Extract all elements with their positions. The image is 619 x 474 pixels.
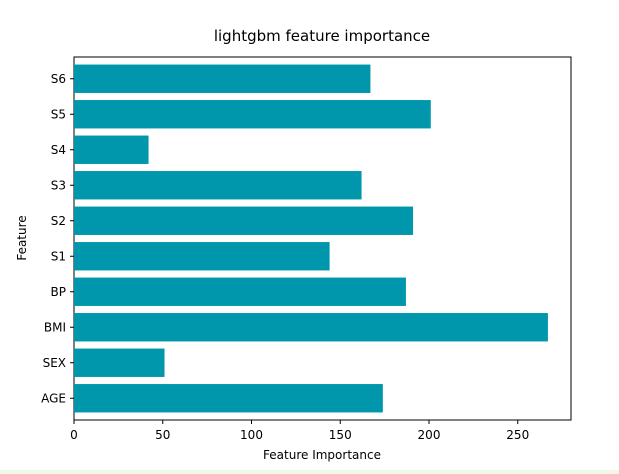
bar-age: [74, 384, 383, 413]
y-tick-label-bmi: BMI: [44, 320, 66, 334]
window-bottom-strip: [0, 470, 619, 474]
x-ticks-group: 0 50 100 150 200 250: [70, 420, 529, 442]
y-tick-label-s3: S3: [51, 178, 66, 192]
y-tick-label-s2: S2: [51, 214, 66, 228]
bar-bmi: [74, 313, 548, 342]
y-tick-label-s4: S4: [51, 143, 66, 157]
bar-bp: [74, 277, 406, 306]
bar-s4: [74, 135, 149, 164]
y-tick-label-s5: S5: [51, 107, 66, 121]
bar-s2: [74, 206, 414, 235]
bar-s1: [74, 242, 330, 271]
y-tick-label-s1: S1: [51, 249, 66, 263]
plot-frame: [73, 56, 572, 421]
y-tick-label-s6: S6: [51, 72, 66, 86]
chart-title: lightgbm feature importance: [214, 27, 430, 45]
x-tick-label-200: 200: [418, 428, 441, 442]
y-ticks-group: AGE SEX BMI BP S1 S2 S3 S4 S5 S6: [41, 72, 74, 405]
y-tick-label-bp: BP: [51, 285, 66, 299]
x-tick-label-0: 0: [70, 428, 78, 442]
x-axis-label: Feature Importance: [263, 448, 381, 462]
bar-sex: [74, 348, 165, 377]
x-tick-label-100: 100: [240, 428, 263, 442]
bar-s6: [74, 64, 371, 93]
x-tick-label-150: 150: [329, 428, 352, 442]
bar-s5: [74, 100, 431, 129]
y-tick-label-sex: SEX: [43, 356, 66, 370]
bar-s3: [74, 171, 362, 200]
bars-group: [74, 64, 548, 413]
x-tick-label-250: 250: [506, 428, 529, 442]
y-tick-label-age: AGE: [41, 391, 66, 405]
x-tick-label-50: 50: [155, 428, 170, 442]
y-axis-label: Feature: [15, 215, 29, 260]
